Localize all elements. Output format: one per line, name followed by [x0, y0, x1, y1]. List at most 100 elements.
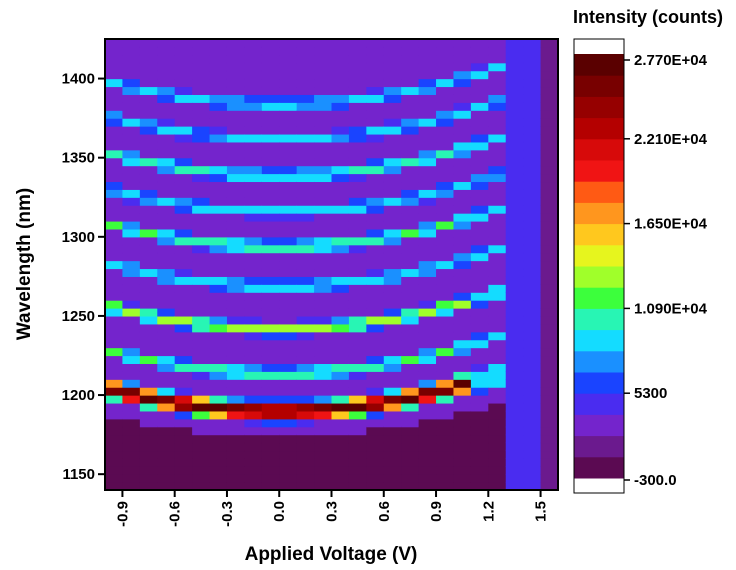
heatmap-cell: [436, 395, 455, 404]
heatmap-cell: [122, 244, 141, 254]
heatmap-cell: [505, 86, 524, 95]
heatmap-cell: [279, 418, 298, 428]
heatmap-cell: [366, 355, 385, 364]
heatmap-cell: [226, 331, 245, 341]
heatmap-cell: [383, 339, 402, 349]
heatmap-cell: [470, 133, 489, 143]
heatmap-cell: [453, 347, 472, 357]
heatmap-cell: [348, 434, 367, 444]
heatmap-cell: [244, 157, 263, 167]
heatmap-cell: [418, 363, 437, 372]
heatmap-cell: [226, 86, 245, 95]
heatmap-cell: [523, 331, 542, 341]
heatmap-cell: [418, 331, 437, 341]
heatmap-cell: [226, 205, 245, 214]
heatmap-cell: [488, 39, 507, 48]
heatmap-cell: [348, 189, 367, 198]
heatmap-cell: [244, 434, 263, 444]
heatmap-cell: [174, 54, 193, 64]
heatmap-cell: [279, 434, 298, 444]
heatmap-cell: [122, 482, 141, 491]
heatmap-cell: [453, 355, 472, 364]
colorbar-segment: [574, 54, 624, 76]
heatmap-cell: [157, 205, 176, 214]
heatmap-cell: [279, 110, 298, 119]
heatmap-cell: [383, 450, 402, 459]
heatmap-cell: [122, 110, 141, 119]
heatmap-cell: [401, 118, 420, 127]
heatmap-cell: [348, 62, 367, 72]
heatmap-cell: [105, 315, 124, 325]
heatmap-cell: [261, 379, 280, 388]
heatmap-cell: [348, 110, 367, 119]
heatmap-cell: [523, 165, 542, 175]
heatmap-cell: [401, 284, 420, 293]
heatmap-cell: [314, 133, 333, 143]
heatmap-cell: [261, 347, 280, 357]
heatmap-cell: [122, 402, 141, 412]
heatmap-cell: [192, 418, 211, 428]
heatmap-cell: [453, 474, 472, 483]
heatmap-cell: [192, 300, 211, 309]
heatmap-cell: [366, 284, 385, 293]
heatmap-cell: [523, 78, 542, 88]
heatmap-cell: [157, 300, 176, 309]
colorbar-segment: [574, 202, 624, 225]
heatmap-cell: [523, 323, 542, 333]
heatmap-cell: [192, 244, 211, 254]
heatmap-cell: [401, 474, 420, 483]
heatmap-cell: [523, 300, 542, 309]
heatmap-cell: [209, 418, 228, 428]
heatmap-cell: [192, 379, 211, 388]
heatmap-cell: [366, 363, 385, 372]
heatmap-cell: [279, 474, 298, 483]
heatmap-cell: [348, 347, 367, 357]
heatmap-cell: [192, 86, 211, 95]
heatmap-cell: [244, 54, 263, 64]
heatmap-cell: [540, 94, 559, 103]
heatmap-cell: [209, 236, 228, 246]
heatmap-cell: [331, 379, 350, 388]
heatmap-cell: [226, 102, 245, 111]
heatmap-cell: [453, 331, 472, 341]
heatmap-cell: [192, 308, 211, 317]
heatmap-cell: [139, 173, 158, 183]
heatmap-cell: [105, 292, 124, 301]
heatmap-cell: [488, 339, 507, 349]
heatmap-cell: [296, 323, 315, 333]
heatmap-cell: [505, 213, 524, 222]
heatmap-cell: [226, 379, 245, 388]
heatmap-cell: [418, 260, 437, 270]
heatmap-cell: [226, 363, 245, 372]
heatmap-cell: [348, 387, 367, 396]
heatmap-cell: [314, 181, 333, 190]
heatmap-cell: [453, 54, 472, 64]
heatmap-cell: [174, 434, 193, 444]
heatmap-cell: [418, 450, 437, 459]
heatmap-cell: [157, 220, 176, 230]
heatmap-cell: [505, 482, 524, 491]
heatmap-cell: [383, 181, 402, 190]
heatmap-cell: [226, 133, 245, 143]
heatmap-cell: [314, 62, 333, 72]
heatmap-cell: [157, 410, 176, 420]
heatmap-cell: [174, 181, 193, 190]
heatmap-cell: [122, 363, 141, 372]
heatmap-cell: [244, 252, 263, 262]
heatmap-cell: [470, 482, 489, 491]
heatmap-cell: [192, 236, 211, 246]
heatmap-cell: [314, 165, 333, 175]
heatmap-cell: [105, 228, 124, 238]
heatmap-cell: [139, 347, 158, 357]
heatmap-cell: [226, 458, 245, 467]
heatmap-cell: [122, 252, 141, 262]
y-axis-title: Wavelength (nm): [14, 188, 35, 340]
heatmap-cell: [453, 402, 472, 412]
heatmap-cell: [314, 292, 333, 301]
heatmap-cell: [348, 94, 367, 103]
heatmap-cell: [488, 149, 507, 159]
heatmap-cell: [436, 118, 455, 127]
heatmap-cell: [296, 86, 315, 95]
heatmap-cell: [418, 308, 437, 317]
heatmap-cell: [314, 173, 333, 183]
